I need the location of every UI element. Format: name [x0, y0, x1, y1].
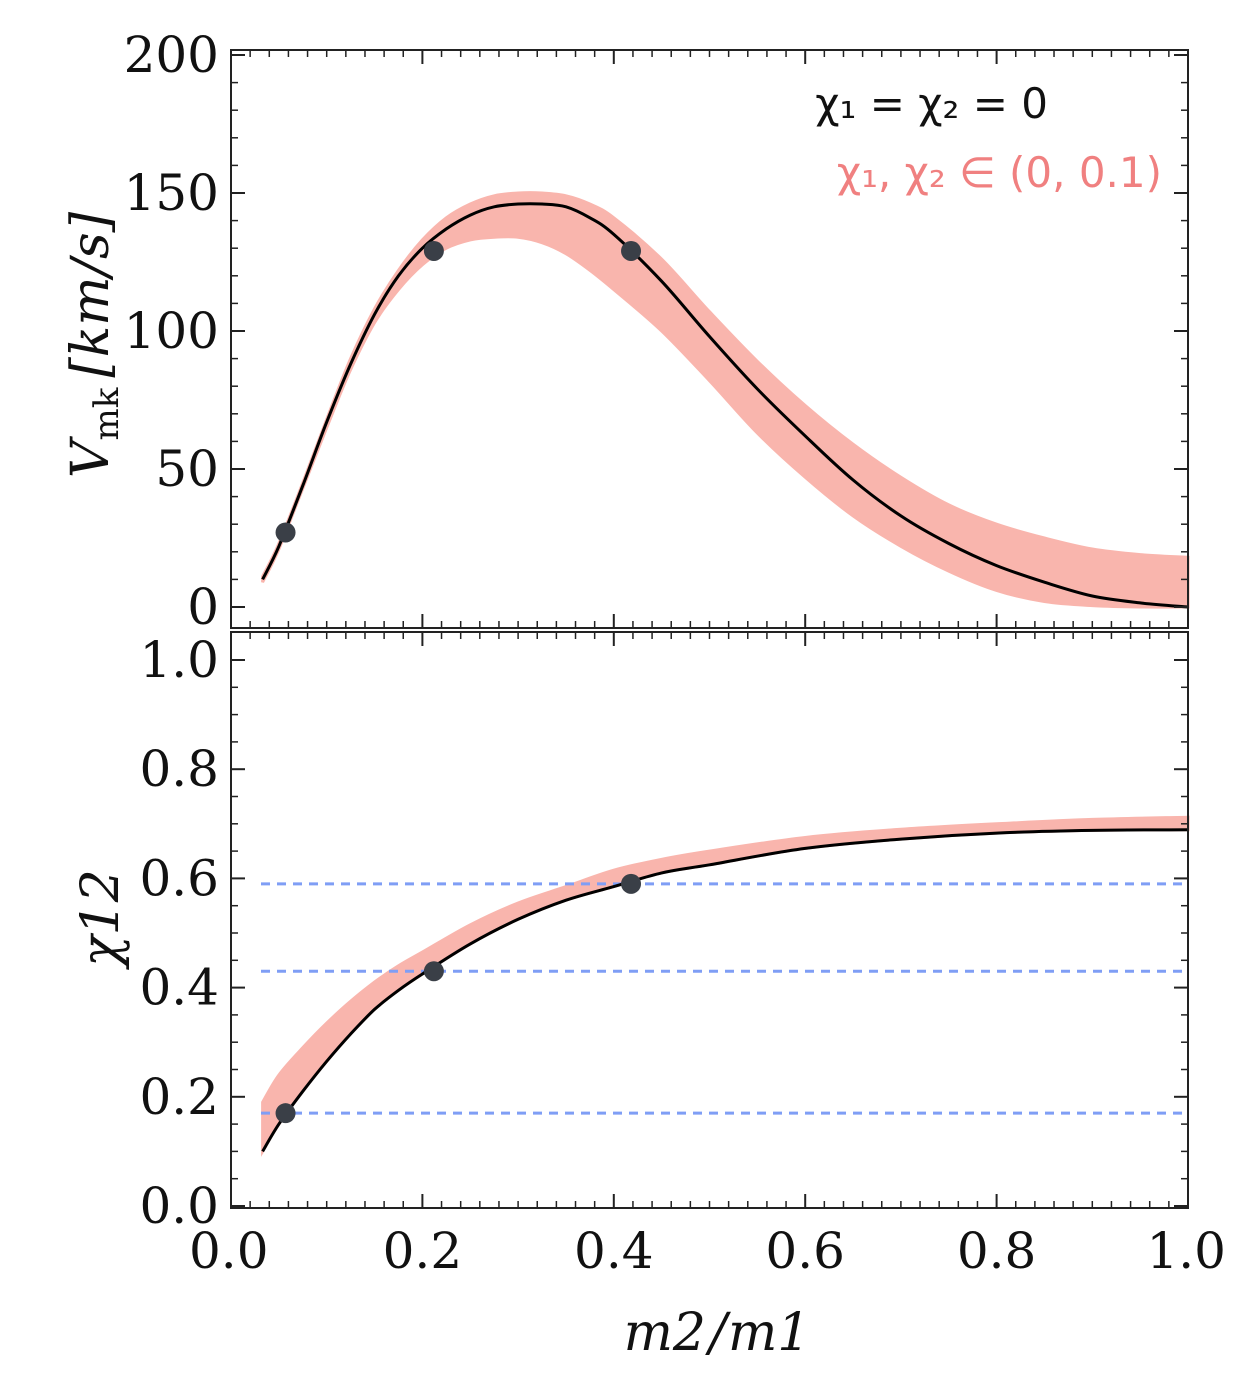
- top-y-axis-title-main: V: [61, 436, 121, 478]
- legend-entry-zero-spin: χ₁ = χ₂ = 0: [815, 79, 1048, 128]
- bottom-curve: [261, 828, 1189, 1153]
- top-scatter-band: [261, 191, 1190, 609]
- bottom-curve-line: [261, 828, 1189, 1153]
- bottom-ytick-label-3: 0.6: [139, 849, 219, 907]
- bottom-reference-lines: [261, 882, 1188, 1115]
- x-tick-label-4: 0.8: [957, 1222, 1037, 1280]
- bottom-panel: 0.0 0.2 0.4 0.6 0.8 1.0 0.0 0.2 0.4 0.6 0.8 1.0: [139, 631, 1226, 1280]
- bottom-ytick-label-2: 0.4: [139, 959, 219, 1017]
- top-curve: [261, 202, 1189, 609]
- x-axis-title-numerator: m2: [624, 1303, 706, 1363]
- bottom-ytick-label-5: 1.0: [139, 631, 219, 689]
- x-axis-title: m2 / m1: [624, 1303, 811, 1363]
- top-ytick-label-4: 200: [124, 26, 219, 84]
- top-ytick-label-0: 0: [187, 578, 219, 636]
- top-y-axis-title-sub: mk: [87, 387, 127, 440]
- bottom-y-axis-title: χ12: [71, 869, 131, 971]
- top-point-2: [621, 240, 642, 261]
- top-plot-frame: [230, 49, 1189, 629]
- x-tick-labels: 0.0 0.2 0.4 0.6 0.8 1.0: [189, 1222, 1226, 1280]
- bottom-ytick-label-1: 0.2: [139, 1068, 219, 1126]
- bottom-point-2: [621, 873, 642, 894]
- bottom-points: [275, 873, 642, 1124]
- x-axis-title-denominator: m1: [728, 1303, 810, 1363]
- x-tick-label-2: 0.4: [574, 1222, 654, 1280]
- bottom-point-0: [275, 1103, 296, 1124]
- top-panel: 0 50 100 150 200: [124, 26, 1190, 636]
- top-point-1: [423, 240, 444, 261]
- x-tick-label-5: 1.0: [1146, 1222, 1226, 1280]
- top-y-tick-labels: 0 50 100 150 200: [124, 26, 219, 636]
- top-band-area: [261, 191, 1190, 609]
- top-y-axis-title: Vmk [km/s]: [61, 211, 127, 478]
- x-axis-title-slash: /: [704, 1303, 731, 1363]
- top-y-axis-title-unit: [km/s]: [61, 211, 121, 377]
- bottom-y-tick-labels: 0.0 0.2 0.4 0.6 0.8 1.0: [139, 631, 219, 1235]
- legend: χ₁ = χ₂ = 0 χ₁, χ₂ ∈ (0, 0.1): [815, 79, 1162, 197]
- top-curve-line: [261, 202, 1189, 609]
- legend-entry-small-spin: χ₁, χ₂ ∈ (0, 0.1): [837, 148, 1162, 197]
- x-tick-label-1: 0.2: [383, 1222, 463, 1280]
- bottom-plot-frame: [230, 631, 1189, 1209]
- bottom-scatter-band: [261, 815, 1190, 1157]
- bottom-ticks: [230, 632, 1189, 1208]
- x-tick-label-3: 0.6: [765, 1222, 845, 1280]
- top-ytick-label-3: 150: [124, 164, 219, 222]
- top-ytick-label-1: 50: [155, 440, 219, 498]
- top-ytick-label-2: 100: [124, 302, 219, 360]
- bottom-ytick-label-0: 0.0: [139, 1177, 219, 1235]
- bottom-band-area: [261, 815, 1190, 1157]
- x-tick-label-0: 0.0: [189, 1222, 269, 1280]
- bottom-point-1: [423, 961, 444, 982]
- bottom-ytick-label-4: 0.8: [139, 740, 219, 798]
- top-point-0: [275, 522, 296, 543]
- top-points: [275, 240, 642, 543]
